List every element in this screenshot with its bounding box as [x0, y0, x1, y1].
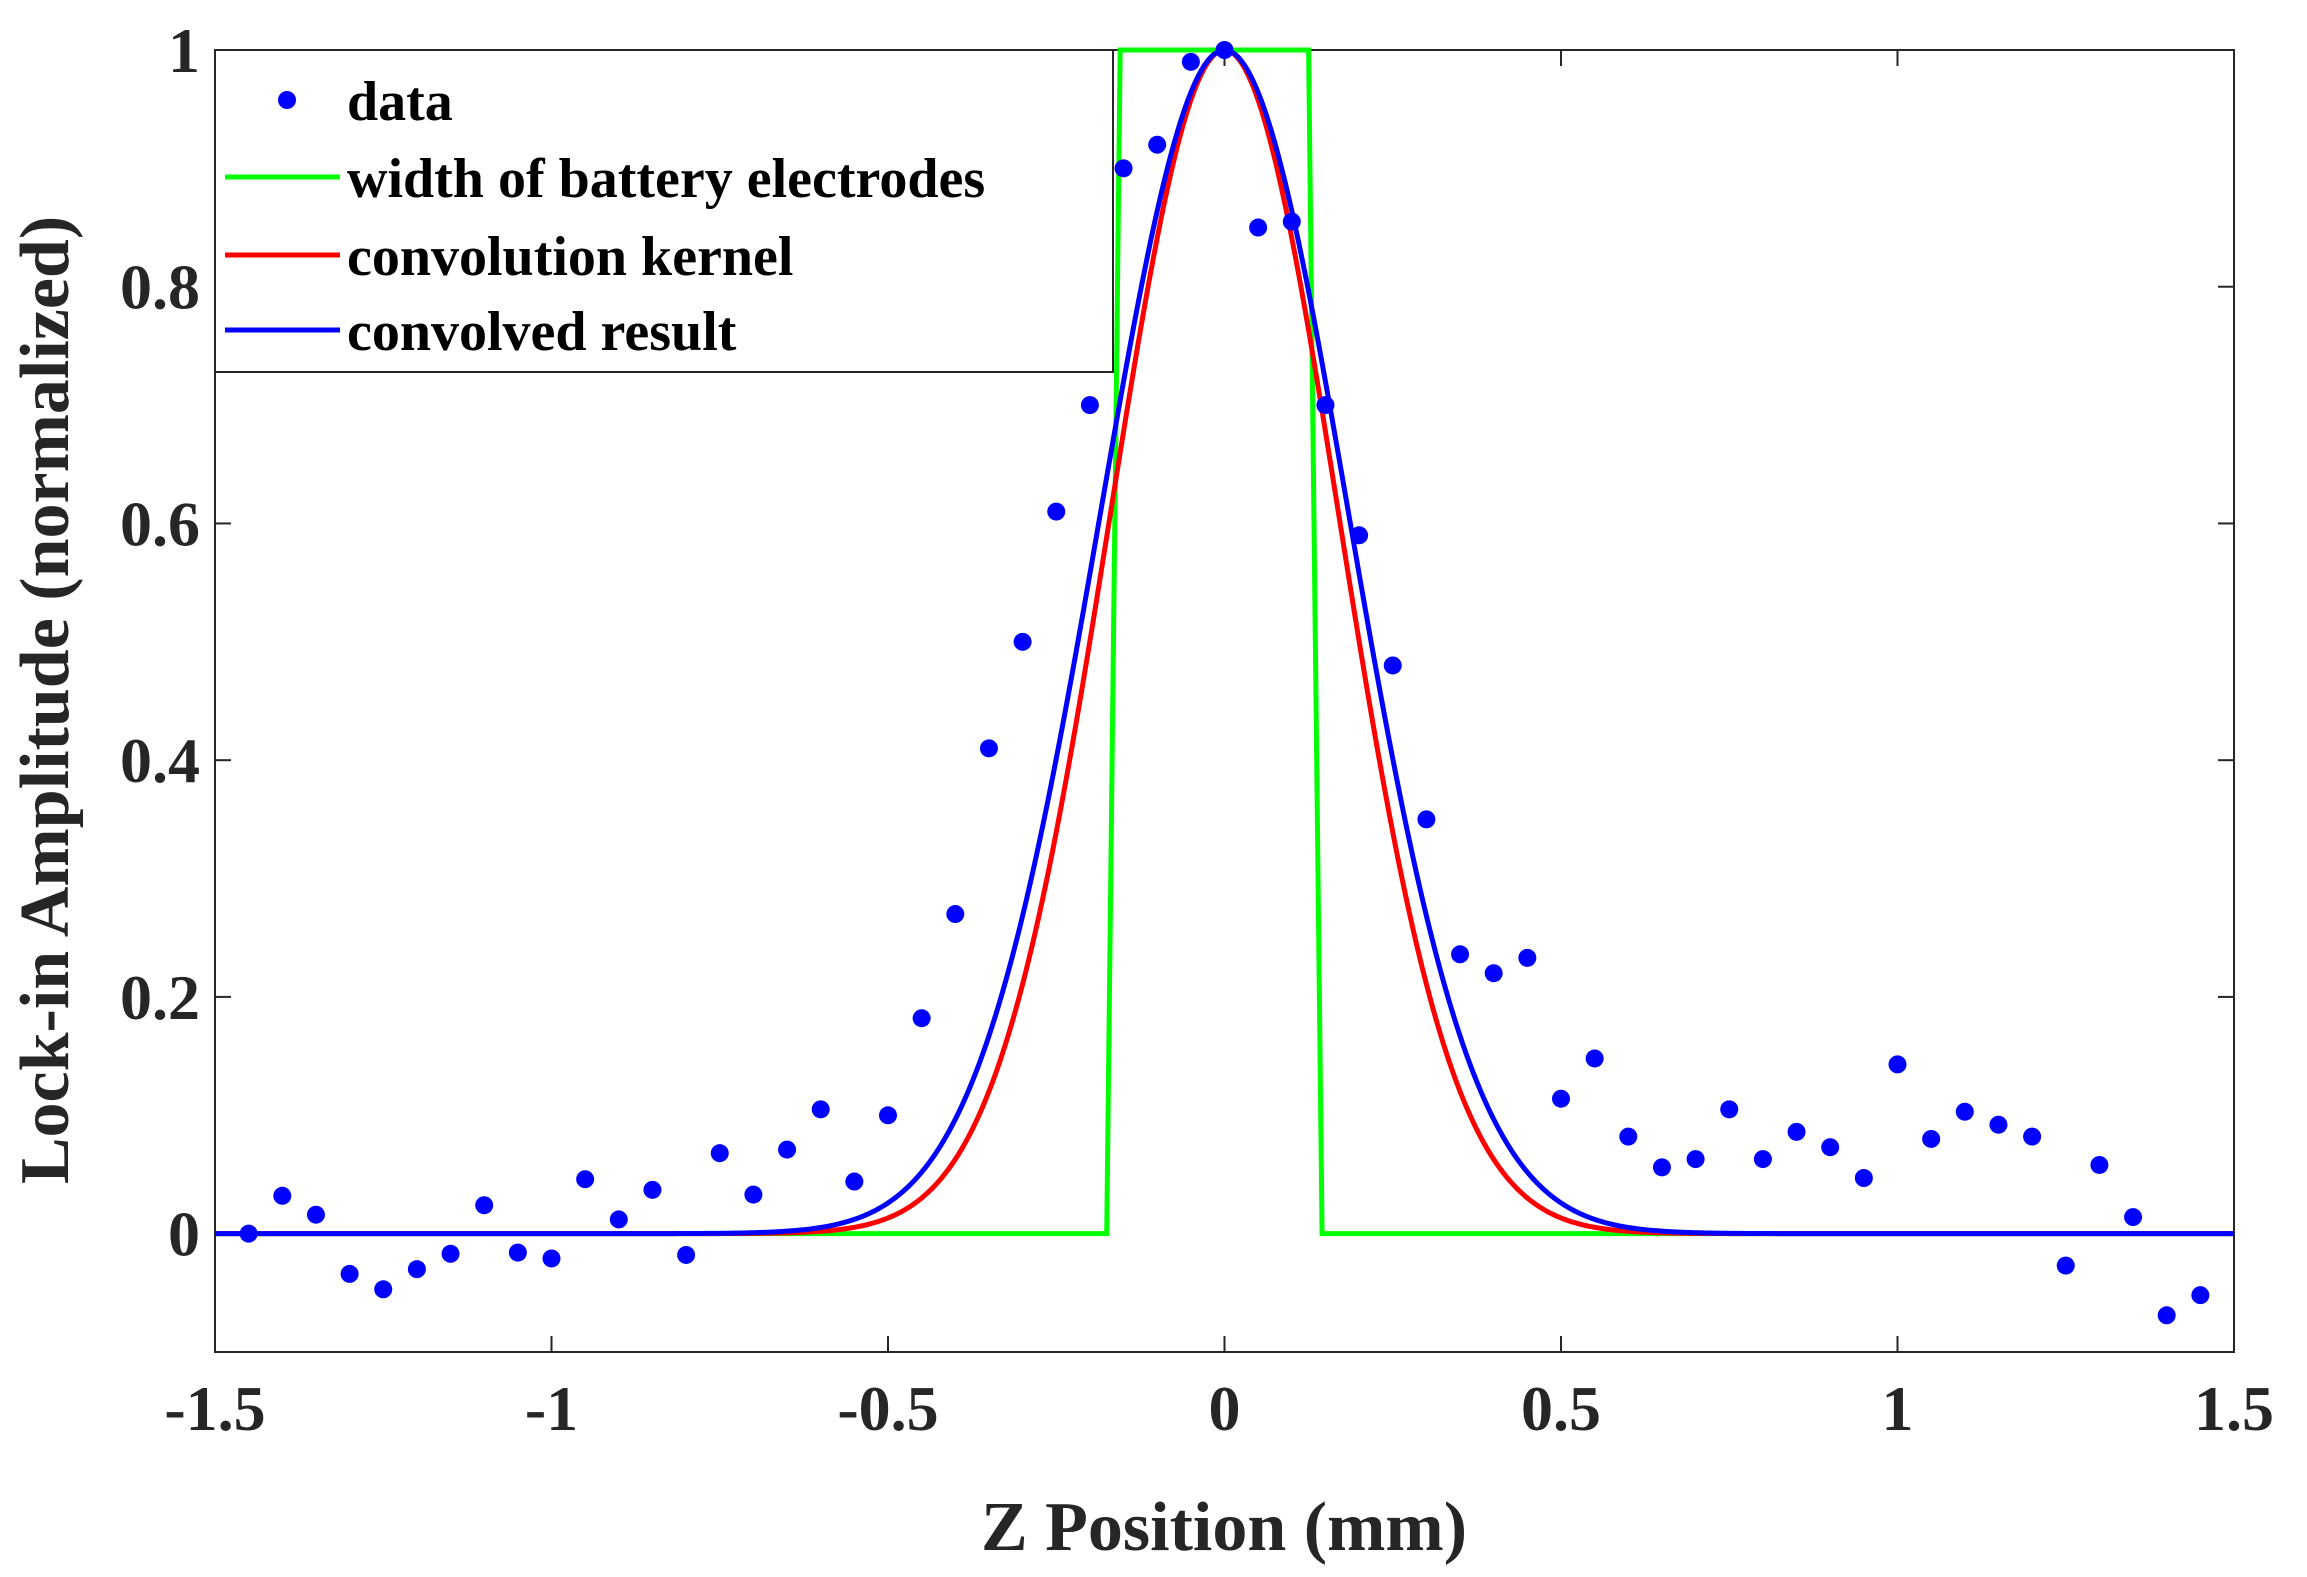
y-tick-label: 0.8 — [120, 252, 200, 323]
x-tick-label: -0.5 — [837, 1373, 938, 1444]
data-point — [710, 1144, 729, 1163]
data-point — [576, 1170, 595, 1189]
data-point — [1417, 810, 1436, 829]
y-tick-label: 0.2 — [120, 962, 200, 1033]
data-point — [1652, 1158, 1671, 1177]
legend-label-kernel: convolution kernel — [347, 226, 793, 288]
x-tick-label: 1.5 — [2194, 1373, 2274, 1444]
data-point — [1888, 1055, 1907, 1074]
data-point — [2191, 1286, 2210, 1305]
data-point — [1518, 948, 1537, 967]
data-point — [273, 1186, 292, 1205]
data-point — [340, 1264, 359, 1283]
data-point — [1114, 159, 1133, 178]
data-point — [1013, 632, 1032, 651]
y-tick-label: 0.6 — [120, 488, 200, 559]
data-point — [845, 1172, 864, 1191]
data-point — [1955, 1102, 1974, 1121]
data-point — [1720, 1100, 1739, 1119]
legend-marker-data — [278, 91, 296, 109]
series-layer — [215, 41, 2234, 1325]
data-point — [239, 1224, 258, 1243]
data-point — [1989, 1115, 2008, 1134]
data-point — [2124, 1208, 2143, 1227]
data-point — [1585, 1049, 1604, 1068]
data-point — [1080, 396, 1099, 415]
data-point — [1922, 1129, 1941, 1148]
data-point — [979, 739, 998, 758]
data-point — [475, 1196, 494, 1215]
x-tick-label: 0 — [1209, 1373, 1241, 1444]
data-point — [1451, 945, 1470, 964]
data-point — [1316, 396, 1335, 415]
x-tick-label: 1 — [1882, 1373, 1914, 1444]
x-tick-label: -1 — [525, 1373, 578, 1444]
data-point — [609, 1210, 628, 1229]
legend-label-convolved: convolved result — [347, 301, 737, 363]
x-axis-title: Z Position (mm) — [981, 1489, 1467, 1566]
y-axis-title: Lock-in Amplitude (normalized) — [7, 216, 84, 1184]
data-point — [1383, 656, 1402, 675]
data-point — [912, 1009, 931, 1028]
data-point — [1821, 1138, 1840, 1157]
data-point — [1484, 964, 1503, 983]
data-point — [374, 1280, 393, 1299]
y-tick-label: 1 — [168, 15, 200, 86]
data-point — [306, 1205, 325, 1224]
data-point — [1249, 218, 1268, 237]
data-point — [677, 1245, 696, 1264]
data-point — [811, 1100, 830, 1119]
data-point — [946, 905, 965, 924]
data-point — [1686, 1150, 1705, 1169]
data-point — [1148, 135, 1167, 154]
data-point — [744, 1185, 763, 1204]
data-point — [508, 1243, 527, 1262]
data-point — [1854, 1169, 1873, 1188]
data-point — [778, 1140, 797, 1159]
data-point — [1552, 1089, 1570, 1108]
data-point — [1215, 41, 1234, 59]
data-point — [1350, 526, 1369, 545]
data-point — [1047, 502, 1066, 521]
legend: data width of battery electrodes convolu… — [214, 49, 1114, 373]
y-tick-label: 0 — [168, 1199, 200, 1270]
data-point — [1753, 1150, 1772, 1169]
legend-box — [214, 49, 1114, 373]
data-point — [2157, 1306, 2176, 1325]
legend-label-electrodes: width of battery electrodes — [347, 148, 985, 210]
y-tick-label: 0.4 — [120, 725, 200, 796]
data-point — [441, 1244, 460, 1263]
tick-labels: -1.5 -1 -0.5 0 0.5 1 1.5 0 0.2 0.4 0.6 0.8 1 — [120, 15, 2274, 1444]
series-line-electrodes — [215, 47, 2234, 1237]
data-point — [2023, 1127, 2042, 1146]
data-point — [1181, 52, 1200, 71]
legend-label-data: data — [347, 71, 453, 133]
data-point — [407, 1260, 426, 1279]
data-point — [542, 1249, 561, 1268]
data-point — [2056, 1256, 2075, 1275]
data-point — [643, 1180, 662, 1199]
x-tick-label: -1.5 — [164, 1373, 265, 1444]
data-point — [2090, 1155, 2109, 1174]
data-point — [1282, 212, 1301, 231]
data-point — [1787, 1122, 1806, 1141]
x-tick-label: 0.5 — [1521, 1373, 1601, 1444]
data-point — [1619, 1127, 1638, 1146]
data-point — [879, 1106, 897, 1125]
